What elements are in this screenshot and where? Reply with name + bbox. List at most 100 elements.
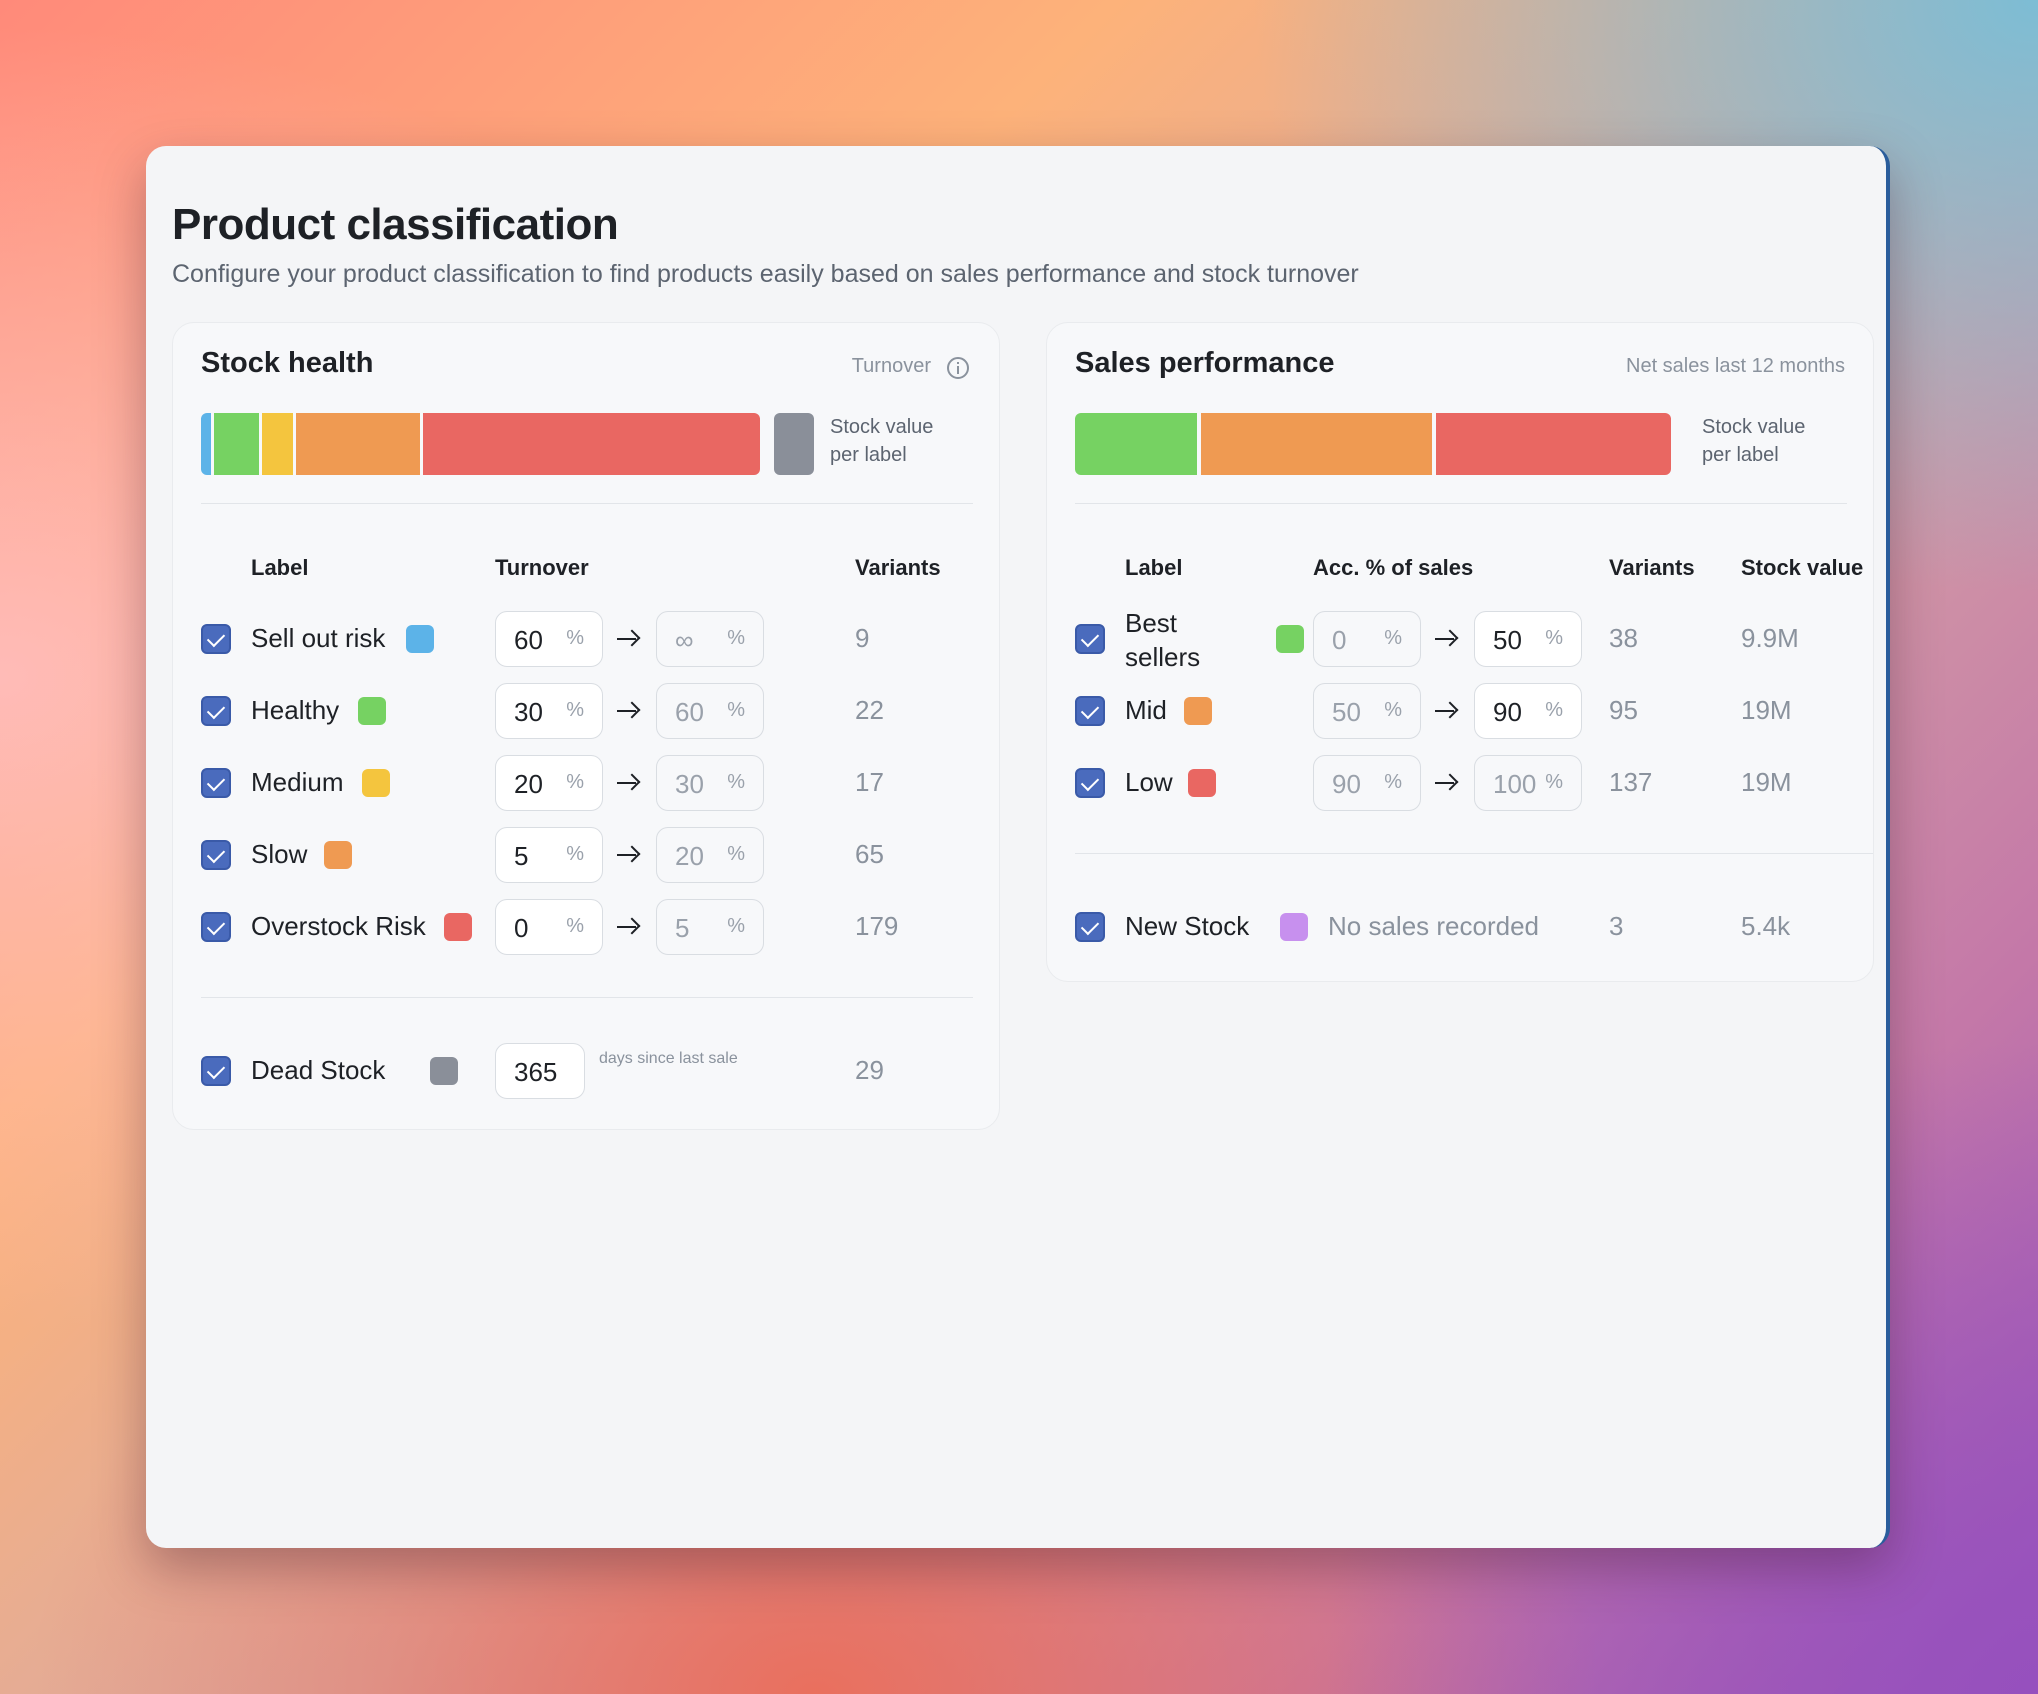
- col-head-label: Label: [1125, 555, 1183, 580]
- sales-performance-title: Sales performance: [1075, 347, 1335, 379]
- variants-count: 22: [855, 695, 884, 725]
- turnover-to-input[interactable]: ∞%: [656, 611, 764, 667]
- turnover-from-input[interactable]: 60%: [495, 611, 603, 667]
- best-sellers-checkbox[interactable]: [1075, 624, 1105, 654]
- acc-from-input[interactable]: 50%: [1313, 683, 1421, 739]
- arrow-right-icon: [617, 772, 639, 794]
- arrow-right-icon: [617, 844, 639, 866]
- dead-stock-checkbox[interactable]: [201, 1056, 231, 1086]
- turnover-to-input[interactable]: 60%: [656, 683, 764, 739]
- stock-value: 5.4k: [1741, 911, 1791, 941]
- acc-to-input[interactable]: 90%: [1474, 683, 1582, 739]
- row-label: Medium: [251, 767, 344, 797]
- bar-segment: [1075, 413, 1197, 475]
- color-swatch: [406, 625, 434, 653]
- color-swatch: [358, 697, 386, 725]
- color-swatch: [1188, 769, 1216, 797]
- overstock-risk-checkbox[interactable]: [201, 912, 231, 942]
- stock-health-card: Stock health Turnover Stock value per la…: [172, 322, 1000, 1130]
- row-label: Slow: [251, 839, 308, 869]
- stock-value: 9.9M: [1741, 623, 1799, 653]
- row-label: New Stock: [1125, 911, 1250, 941]
- turnover-from-input[interactable]: 20%: [495, 755, 603, 811]
- bar-segment: [1435, 413, 1671, 475]
- variants-count: 3: [1609, 911, 1624, 941]
- medium-checkbox[interactable]: [201, 768, 231, 798]
- col-head-variants: Variants: [1609, 555, 1695, 580]
- arrow-right-icon: [617, 700, 639, 722]
- row-label: Dead Stock: [251, 1055, 386, 1085]
- color-swatch: [1280, 913, 1308, 941]
- low-checkbox[interactable]: [1075, 768, 1105, 798]
- variants-count: 179: [855, 911, 899, 941]
- col-head-variants: Variants: [855, 555, 941, 580]
- col-head-label: Label: [251, 555, 309, 580]
- color-swatch: [444, 913, 472, 941]
- color-swatch: [1184, 697, 1212, 725]
- sell-out-risk-checkbox[interactable]: [201, 624, 231, 654]
- bar-segment: [296, 413, 421, 475]
- page-title: Product classification: [172, 200, 619, 249]
- page-subtitle: Configure your product classification to…: [172, 260, 1359, 288]
- arrow-right-icon: [1435, 628, 1457, 650]
- sales-performance-card: Sales performance Net sales last 12 mont…: [1046, 322, 1874, 982]
- stock-value-legend-text: Stock value per label: [830, 416, 934, 466]
- variants-count: 38: [1609, 623, 1638, 653]
- turnover-meta: Turnover: [851, 355, 931, 377]
- turnover-from-input[interactable]: 5%: [495, 827, 603, 883]
- bar-segment: [423, 413, 760, 475]
- stock-value: 19M: [1741, 695, 1792, 725]
- divider: [1075, 853, 1873, 854]
- turnover-to-input[interactable]: 5%: [656, 899, 764, 955]
- turnover-to-input[interactable]: 20%: [656, 827, 764, 883]
- acc-to-input[interactable]: 100%: [1474, 755, 1582, 811]
- days-input[interactable]: 365: [495, 1043, 585, 1099]
- arrow-right-icon: [617, 916, 639, 938]
- turnover-to-input[interactable]: 30%: [656, 755, 764, 811]
- color-swatch: [1276, 625, 1304, 653]
- arrow-right-icon: [1435, 772, 1457, 794]
- acc-to-input[interactable]: 50%: [1474, 611, 1582, 667]
- bar-segment: [1200, 413, 1432, 475]
- variants-count: 95: [1609, 695, 1638, 725]
- stock-value-legend-swatch: [774, 413, 814, 475]
- bar-segment: [213, 413, 260, 475]
- divider: [201, 503, 973, 504]
- col-head-turnover: Turnover: [495, 555, 589, 580]
- row-label: Mid: [1125, 695, 1167, 725]
- mid-checkbox[interactable]: [1075, 696, 1105, 726]
- days-note: days since last sale: [599, 1050, 738, 1067]
- variants-count: 9: [855, 623, 870, 653]
- variants-count: 137: [1609, 767, 1653, 797]
- slow-checkbox[interactable]: [201, 840, 231, 870]
- row-label: Best sellers: [1125, 608, 1201, 672]
- color-swatch: [362, 769, 390, 797]
- classification-window: Product classification Configure your pr…: [146, 146, 1890, 1548]
- no-sales-note: No sales recorded: [1328, 911, 1539, 941]
- divider: [1075, 503, 1847, 504]
- row-label: Low: [1125, 767, 1173, 797]
- col-head-stock-value: Stock value: [1741, 555, 1864, 580]
- divider: [201, 997, 973, 998]
- new-stock-checkbox[interactable]: [1075, 912, 1105, 942]
- color-swatch: [430, 1057, 458, 1085]
- variants-count: 65: [855, 839, 884, 869]
- variants-count: 29: [855, 1055, 884, 1085]
- row-label: Healthy: [251, 695, 340, 725]
- net-sales-meta: Net sales last 12 months: [1626, 355, 1845, 377]
- arrow-right-icon: [617, 628, 639, 650]
- info-icon[interactable]: [947, 357, 969, 379]
- acc-from-input[interactable]: 0%: [1313, 611, 1421, 667]
- healthy-checkbox[interactable]: [201, 696, 231, 726]
- turnover-from-input[interactable]: 0%: [495, 899, 603, 955]
- acc-from-input[interactable]: 90%: [1313, 755, 1421, 811]
- stock-health-title: Stock health: [201, 347, 374, 379]
- stock-value-legend-text: Stock value per label: [1702, 416, 1806, 466]
- variants-count: 17: [855, 767, 884, 797]
- bar-segment: [262, 413, 294, 475]
- col-head-acc-sales: Acc. % of sales: [1313, 555, 1474, 580]
- bar-segment: [201, 413, 211, 475]
- turnover-from-input[interactable]: 30%: [495, 683, 603, 739]
- row-label: Sell out risk: [251, 623, 386, 653]
- stock-value: 19M: [1741, 767, 1792, 797]
